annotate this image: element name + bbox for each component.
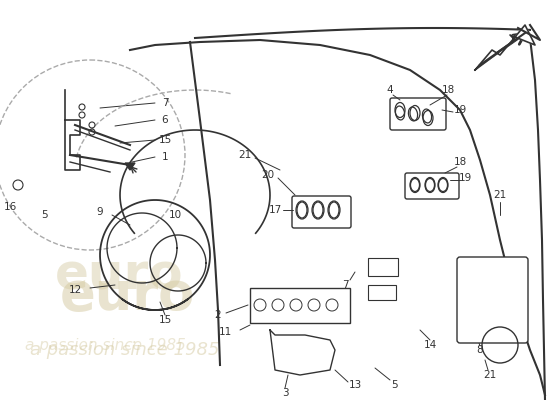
Text: 18: 18 <box>453 157 466 167</box>
Text: 4: 4 <box>387 85 393 95</box>
Text: 18: 18 <box>441 85 455 95</box>
Text: 17: 17 <box>268 205 282 215</box>
FancyBboxPatch shape <box>368 258 398 276</box>
Text: 21: 21 <box>483 370 497 380</box>
Text: 16: 16 <box>3 202 16 212</box>
Text: 7: 7 <box>342 280 348 290</box>
Text: 21: 21 <box>238 150 252 160</box>
Text: 5: 5 <box>42 210 48 220</box>
Text: 10: 10 <box>168 210 182 220</box>
Text: 15: 15 <box>158 135 172 145</box>
FancyBboxPatch shape <box>250 288 350 323</box>
Text: 2: 2 <box>214 310 221 320</box>
FancyBboxPatch shape <box>390 98 446 130</box>
FancyBboxPatch shape <box>405 173 459 199</box>
Text: 20: 20 <box>261 170 274 180</box>
Text: 21: 21 <box>493 190 507 200</box>
Text: 5: 5 <box>392 380 398 390</box>
Polygon shape <box>125 163 135 170</box>
Text: 1: 1 <box>162 152 168 162</box>
Text: 15: 15 <box>158 315 172 325</box>
Text: 12: 12 <box>68 285 81 295</box>
Text: 9: 9 <box>97 207 103 217</box>
Text: 11: 11 <box>218 327 232 337</box>
Text: a passion since 1985: a passion since 1985 <box>25 338 186 353</box>
Text: 7: 7 <box>162 98 168 108</box>
FancyBboxPatch shape <box>457 257 528 343</box>
FancyBboxPatch shape <box>292 196 351 228</box>
Text: 14: 14 <box>424 340 437 350</box>
Text: a passion since 1985: a passion since 1985 <box>30 341 219 359</box>
Text: 6: 6 <box>162 115 168 125</box>
Text: 3: 3 <box>282 388 288 398</box>
Text: euro: euro <box>60 269 195 321</box>
FancyBboxPatch shape <box>368 285 396 300</box>
Text: 13: 13 <box>348 380 362 390</box>
Text: 19: 19 <box>458 173 472 183</box>
Text: 8: 8 <box>477 345 483 355</box>
Text: 19: 19 <box>453 105 466 115</box>
Polygon shape <box>475 25 535 70</box>
Text: euro: euro <box>55 252 184 300</box>
